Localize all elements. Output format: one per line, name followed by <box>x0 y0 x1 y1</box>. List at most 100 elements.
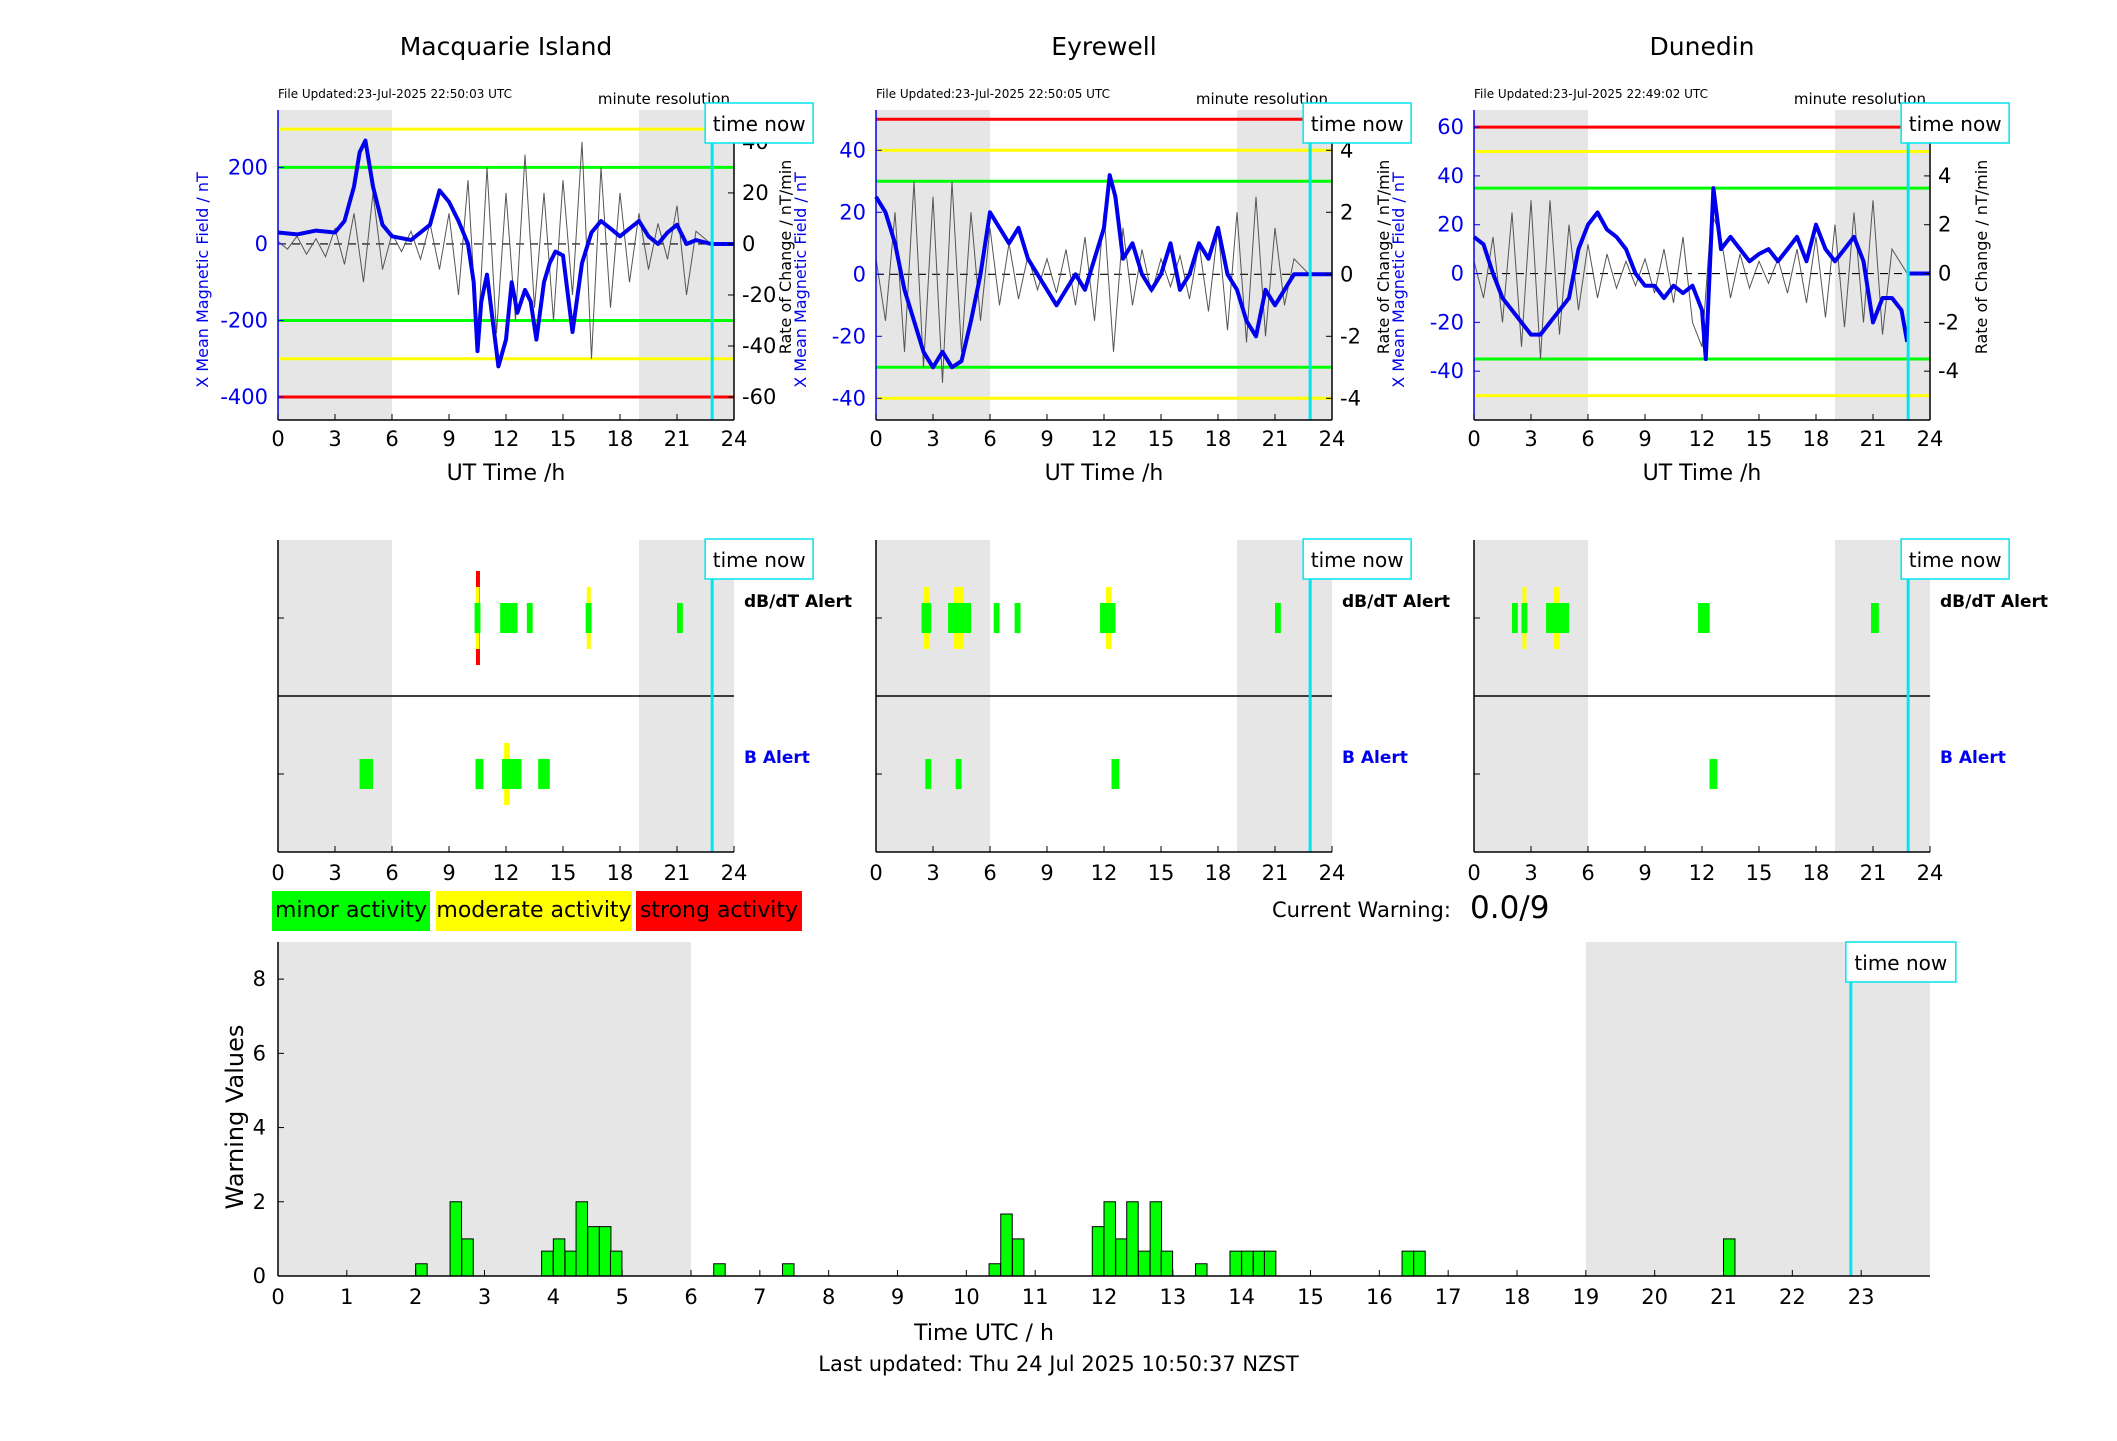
warning-bar-10 <box>713 1263 726 1277</box>
panel-1-y2tick-label: 4 <box>1340 138 1353 162</box>
alert-panel-1-time-now-label: time now <box>1311 548 1404 572</box>
alert-panel-1-dbdt-bar-top-1 <box>948 603 971 633</box>
alert-panel-2-dbdt-bar-top-0 <box>1512 603 1518 633</box>
alert-panel-0-xtick-label: 9 <box>442 861 455 885</box>
panel-0-y2tick-label: -20 <box>742 283 776 307</box>
warning-bar-23 <box>1229 1250 1242 1277</box>
panel-2-xtick-label: 18 <box>1803 427 1830 451</box>
alert-panel-2-xtick-label: 3 <box>1524 861 1537 885</box>
warning-shade-1 <box>1585 942 1930 1276</box>
panel-1-y2tick-label: 0 <box>1340 262 1353 286</box>
panel-0-xtick-label: 12 <box>493 427 520 451</box>
alert-panel-0-xtick-label: 15 <box>550 861 577 885</box>
alert-panel-0-xtick-label: 18 <box>607 861 634 885</box>
warning-bar-22 <box>1195 1263 1208 1277</box>
alert-panel-1-b-bar-top-2 <box>1111 759 1120 789</box>
panel-1-xtick-label: 0 <box>869 427 882 451</box>
panel-2-time-now-box <box>1900 102 2010 144</box>
warning-xtick-label: 6 <box>684 1285 697 1309</box>
alert-panel-0-time-now-box <box>704 538 814 580</box>
panel-2-y2tick-label: 2 <box>1938 213 1951 237</box>
alert-panel-1-b-bar-top-0 <box>925 759 932 789</box>
alert-panel-1-xtick-label: 24 <box>1319 861 1346 885</box>
panel-1-file-updated: File Updated:23-Jul-2025 22:50:05 UTC <box>876 87 1110 101</box>
warning-xtick-label: 11 <box>1022 1285 1049 1309</box>
panel-0-y2label: Rate of Change / nT/min <box>776 160 795 355</box>
panel-1-time-now-label: time now <box>1311 112 1404 136</box>
alert-panel-1-dbdt-bar-top-2 <box>993 603 1000 633</box>
panel-1-xtick-label: 15 <box>1148 427 1175 451</box>
warning-xtick-label: 4 <box>547 1285 560 1309</box>
warning-bar-24 <box>1241 1250 1254 1277</box>
alert-panel-0-xtick-label: 24 <box>721 861 748 885</box>
panel-0-y2tick-label: -60 <box>742 385 776 409</box>
alert-panel-0-b-bar-top-3 <box>517 759 522 789</box>
warning-xtick-label: 0 <box>271 1285 284 1309</box>
panel-2-xtick-label: 9 <box>1638 427 1651 451</box>
panel-2-y2tick-label: -4 <box>1938 359 1959 383</box>
warning-xtick-label: 9 <box>891 1285 904 1309</box>
alert-panel-2-xtick-label: 6 <box>1581 861 1594 885</box>
panel-1-xtick-label: 21 <box>1262 427 1289 451</box>
warning-bar-0 <box>415 1263 428 1277</box>
panel-1-xtick-label: 18 <box>1205 427 1232 451</box>
warning-ytick-label: 8 <box>253 967 266 991</box>
warning-ytick-label: 0 <box>253 1264 266 1288</box>
alert-panel-1-dbdt-bar-top-3 <box>1014 603 1021 633</box>
warning-xtick-label: 7 <box>753 1285 766 1309</box>
panel-1-xtick-label: 24 <box>1319 427 1346 451</box>
panel-0-xtick-label: 15 <box>550 427 577 451</box>
panel-2-resolution-label: minute resolution <box>1794 90 1926 108</box>
panel-2-ylabel: X Mean Magnetic Field / nT <box>1389 172 1408 388</box>
alert-panel-1-xtick-label: 12 <box>1091 861 1118 885</box>
warning-bar-6 <box>575 1201 589 1277</box>
panel-2-xtick-label: 6 <box>1581 427 1594 451</box>
warning-xtick-label: 21 <box>1710 1285 1737 1309</box>
warning-bar-5 <box>564 1250 578 1277</box>
warning-xtick-label: 16 <box>1366 1285 1393 1309</box>
panel-0-time-now-label: time now <box>713 112 806 136</box>
panel-2-xtick-label: 24 <box>1917 427 1944 451</box>
warning-ylabel: Warning Values <box>221 1025 249 1210</box>
alert-panel-1-xtick-label: 9 <box>1040 861 1053 885</box>
panel-2-xtick-label: 21 <box>1860 427 1887 451</box>
panel-0-ytick-label: 200 <box>228 155 268 179</box>
warning-bar-17 <box>1115 1238 1128 1277</box>
panel-0-resolution-label: minute resolution <box>598 90 730 108</box>
warning-ytick-label: 6 <box>253 1041 266 1065</box>
alert-panel-1-dbdt-bar-top-0 <box>921 603 932 633</box>
panel-2-ytick-label: 40 <box>1437 164 1464 188</box>
panel-2-ytick-label: -20 <box>1430 310 1464 334</box>
warning-xtick-label: 1 <box>340 1285 353 1309</box>
alert-panel-0-b-bar-top-2 <box>502 759 518 789</box>
warning-bar-12 <box>988 1263 1002 1277</box>
panel-2-xlabel: UT Time /h <box>1643 461 1762 486</box>
panel-2-shade-1 <box>1835 110 1930 420</box>
warning-xlabel: Time UTC / h <box>913 1321 1054 1346</box>
alert-panel-2-xtick-label: 15 <box>1746 861 1773 885</box>
panel-2-ytick-label: 60 <box>1437 115 1464 139</box>
alert-panel-0-dbdt-bar-top-0 <box>474 603 481 633</box>
panel-0-xtick-label: 21 <box>664 427 691 451</box>
alert-panel-1-xtick-label: 15 <box>1148 861 1175 885</box>
panel-1-y2tick-label: 2 <box>1340 200 1353 224</box>
alert-panel-2-b-bar-top-0 <box>1709 759 1718 789</box>
panel-2-shade-0 <box>1474 110 1588 420</box>
panel-0-ytick-label: -200 <box>220 308 268 332</box>
panel-0-y2tick-label: 0 <box>742 232 755 256</box>
alert-panel-2-xtick-label: 12 <box>1689 861 1716 885</box>
panel-2-rate-series <box>1473 200 1908 360</box>
warning-bar-7 <box>587 1226 600 1277</box>
warning-bar-9 <box>609 1250 623 1277</box>
panel-1-ytick-label: 40 <box>839 138 866 162</box>
panel-0-ylabel: X Mean Magnetic Field / nT <box>193 172 212 388</box>
warning-bar-29 <box>1723 1238 1736 1277</box>
panel-0-rate-series <box>277 141 712 359</box>
panel-2-file-updated: File Updated:23-Jul-2025 22:49:02 UTC <box>1474 87 1708 101</box>
panel-0-xlabel: UT Time /h <box>447 461 566 486</box>
panel-0-xtick-label: 24 <box>721 427 748 451</box>
warning-xtick-label: 20 <box>1641 1285 1668 1309</box>
alert-panel-2-xtick-label: 18 <box>1803 861 1830 885</box>
warning-xtick-label: 23 <box>1848 1285 1875 1309</box>
warning-xtick-label: 17 <box>1435 1285 1462 1309</box>
